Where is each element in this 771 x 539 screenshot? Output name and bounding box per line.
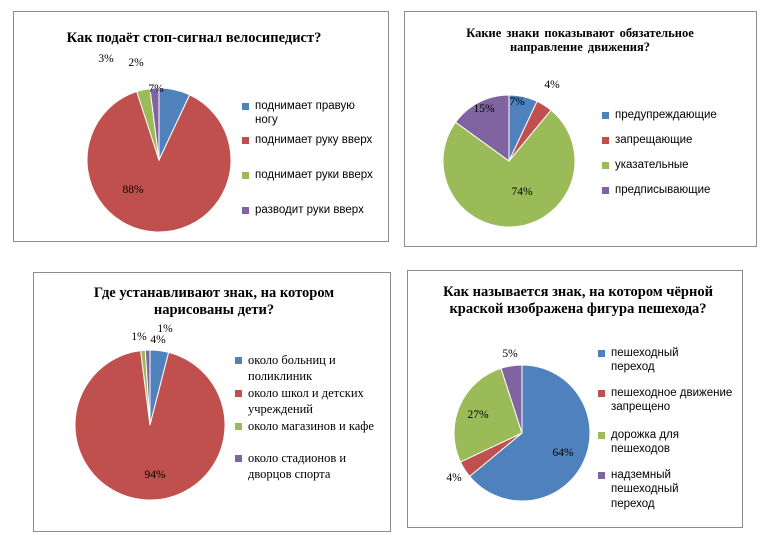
legend-swatch [242,137,249,144]
legend-swatch [598,432,605,439]
chart-title: Как подаёт стоп-сигнал велосипедист? [66,30,322,46]
legend-item: поднимает правую ногу [242,99,375,128]
legend-swatch [602,137,609,144]
legend-swatch [242,207,249,214]
legend-label: надземный пешеходный переход [611,469,679,510]
legend-item: запрещающие [602,133,692,147]
legend-label: предписывающие [615,184,711,196]
pie-slice [74,350,226,501]
legend-label: указательные [615,159,689,171]
data-label: 7% [148,83,164,95]
legend-item: около школ и детских учреждений [235,386,388,417]
pie-slice [149,87,160,161]
legend-swatch [235,423,242,430]
legend-item: пешеходное движение запрещено [598,386,746,415]
legend-item: надземный пешеходный переход [598,468,701,511]
chart-panel-3: Где устанавливают знак, на котором нарис… [33,272,391,532]
pie-slice [454,94,510,162]
data-label: 2% [128,57,144,69]
legend-swatch [235,390,242,397]
pie-slice [500,364,523,434]
data-label: 1% [157,323,173,335]
data-label: 1% [131,331,147,343]
pie-slice [86,90,232,233]
chart-panel-1: Как подаёт стоп-сигнал велосипедист? 7% 8… [13,11,389,242]
legend-swatch [242,172,249,179]
legend-item: около стадионов и дворцов спорта [235,451,378,482]
legend-label: поднимает правую ногу [255,100,355,127]
data-label: 64% [552,447,574,459]
data-label: 94% [144,469,166,481]
legend-item: разводит руки вверх [242,203,390,217]
chart-panel-4: Как называется знак, на котором чёрной к… [407,270,743,528]
data-label: 15% [473,103,495,115]
legend-label: около школ и детских учреждений [248,386,364,416]
data-label: 4% [150,334,166,346]
legend-item: около больниц и поликлиник [235,353,373,384]
legend-label: предупреждающие [615,109,717,121]
legend-swatch [598,472,605,479]
pie-chart: 7% 4% 74% 15% [442,79,576,228]
legend-item: предписывающие [602,183,710,197]
legend-item: около магазинов и кафе [235,419,398,435]
data-label: 88% [122,184,144,196]
pie-slice [442,109,576,228]
data-label: 7% [509,96,525,108]
pie-chart: 64% 4% 27% 5% [446,348,591,502]
legend-item: дорожка для пешеходов [598,428,711,457]
pie-chart: 7% 88% 3% 2% [86,53,232,233]
chart-title: Где устанавливают знак, на котором нарис… [93,285,335,318]
pie-slice [453,367,523,463]
legend-swatch [602,187,609,194]
legend-label: разводит руки вверх [255,204,364,216]
data-label: 4% [446,472,462,484]
legend-item: поднимает руку вверх [242,133,390,147]
pie-slice [468,364,591,502]
legend-swatch [242,103,249,110]
data-label: 5% [502,348,518,360]
legend-item: предупреждающие [602,108,717,122]
data-label: 3% [98,53,114,65]
legend-label: около больниц и поликлиник [248,353,336,383]
pie-chart: 4% 94% 1% 1% [74,323,226,501]
legend-label: пешеходный переход [611,347,679,374]
legend-swatch [598,390,605,397]
legend-item: пешеходный переход [598,346,701,375]
chart-title: Какие знаки показывают обязательное напр… [466,26,694,55]
data-label: 74% [511,186,533,198]
pie-slice [144,349,151,426]
legend-swatch [602,112,609,119]
legend-label: пешеходное движение запрещено [611,387,733,414]
legend-swatch [598,350,605,357]
legend-label: около магазинов и кафе [248,419,374,433]
legend-swatch [602,162,609,169]
legend-item: указательные [602,158,689,172]
legend-label: запрещающие [615,134,693,146]
legend-label: поднимает руку вверх [255,134,373,146]
legend-swatch [235,357,242,364]
legend-item: поднимает руки вверх [242,168,390,182]
legend-swatch [235,455,242,462]
data-label: 27% [467,409,489,421]
chart-title: Как называется знак, на котором чёрной к… [443,284,713,317]
legend-label: поднимает руки вверх [255,169,373,181]
legend-label: около стадионов и дворцов спорта [248,451,347,481]
chart-panel-2: Какие знаки показывают обязательное напр… [404,11,757,247]
data-label: 4% [544,79,560,91]
legend-label: дорожка для пешеходов [611,429,679,456]
